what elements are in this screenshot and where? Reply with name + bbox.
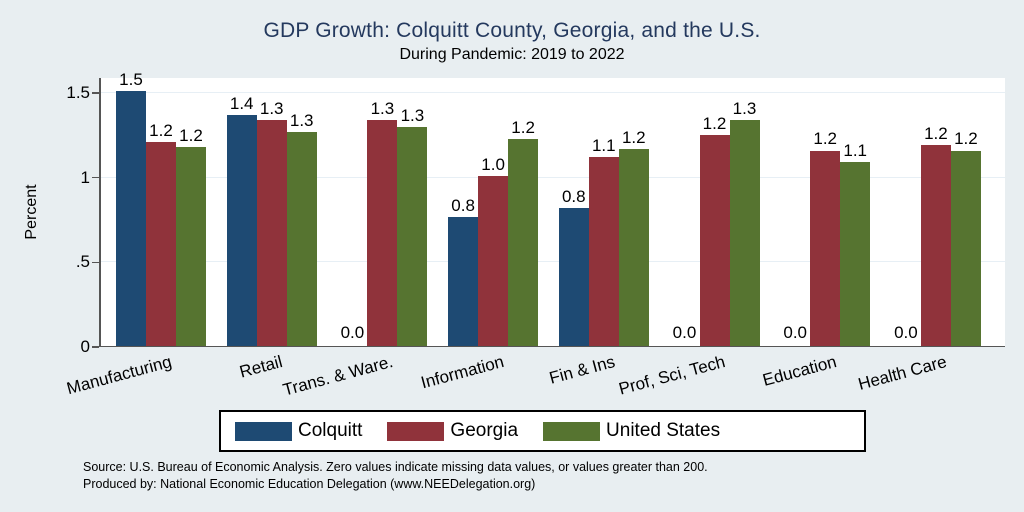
- legend-label-colquitt: Colquitt: [298, 420, 363, 441]
- value-label-united-states-retail: 1.3: [289, 110, 314, 130]
- y-axis-line: [99, 78, 101, 347]
- plot-area: [100, 78, 1005, 347]
- x-tick-label-fin-ins: Fin & Ins: [547, 352, 617, 388]
- x-tick-label-manufacturing: Manufacturing: [64, 352, 174, 399]
- bar-united-states-education: [840, 162, 871, 347]
- x-tick-label-retail: Retail: [237, 352, 285, 382]
- x-tick-label-education: Education: [760, 352, 839, 390]
- bar-georgia-retail: [256, 120, 287, 347]
- value-label-united-states-education: 1.1: [843, 141, 867, 161]
- gridline-5: [100, 261, 1005, 263]
- value-label-colquitt-retail: 1.4: [229, 93, 254, 113]
- bar-colquitt-fin-ins: [558, 208, 589, 347]
- source-line-2: Produced by: National Economic Education…: [83, 477, 536, 491]
- legend-label-united-states: United States: [606, 420, 721, 441]
- bar-colquitt-information: [448, 216, 479, 347]
- bar-united-states-trans-ware: [397, 126, 428, 347]
- legend-item-united-states: United States: [543, 420, 720, 442]
- legend-swatch-georgia: [387, 421, 445, 441]
- legend-item-colquitt: Colquitt: [235, 420, 362, 442]
- chart-title: GDP Growth: Colquitt County, Georgia, an…: [263, 19, 761, 42]
- value-label-colquitt-health-care: 0.0: [894, 323, 918, 342]
- bar-united-states-information: [508, 138, 539, 347]
- x-tick-label-health-care: Health Care: [856, 352, 949, 394]
- y-tick-mark-5: [92, 261, 99, 264]
- chart-subtitle: During Pandemic: 2019 to 2022: [399, 46, 625, 63]
- gridline-15: [100, 91, 1005, 93]
- x-axis-line: [99, 345, 1005, 348]
- value-label-colquitt-education: 0.0: [783, 323, 807, 342]
- bar-georgia-information: [478, 175, 509, 347]
- legend-item-georgia: Georgia: [387, 420, 518, 442]
- bar-colquitt-retail: [226, 114, 257, 347]
- legend-swatch-colquitt: [235, 421, 292, 441]
- y-tick-mark-1: [92, 176, 99, 179]
- x-tick-label-trans-ware: Trans. & Ware.: [281, 352, 396, 400]
- value-label-united-states-trans-ware: 1.3: [400, 105, 425, 125]
- x-tick-label-prof-sci-tech: Prof, Sci, Tech: [616, 352, 728, 399]
- bar-georgia-prof-sci-tech: [699, 135, 730, 347]
- value-label-united-states-manufacturing: 1.2: [179, 126, 203, 146]
- value-label-united-states-fin-ins: 1.2: [621, 127, 646, 147]
- bar-georgia-health-care: [920, 145, 951, 347]
- source-note: Source: U.S. Bureau of Economic Analysis…: [83, 459, 708, 493]
- y-tick-label-15: 1.5: [66, 82, 90, 102]
- value-label-colquitt-trans-ware: 0.0: [340, 323, 365, 342]
- legend: Colquitt Georgia United States: [219, 410, 866, 452]
- bar-georgia-fin-ins: [588, 157, 619, 347]
- y-tick-label-1: 1: [80, 167, 90, 187]
- bar-united-states-prof-sci-tech: [729, 120, 760, 347]
- bar-georgia-manufacturing: [146, 142, 176, 347]
- value-label-colquitt-fin-ins: 0.8: [561, 187, 586, 207]
- bar-united-states-manufacturing: [176, 147, 206, 347]
- value-label-georgia-fin-ins: 1.1: [591, 136, 616, 156]
- value-label-georgia-trans-ware: 1.3: [370, 99, 395, 118]
- value-label-united-states-information: 1.2: [511, 117, 535, 137]
- legend-label-georgia: Georgia: [450, 420, 519, 441]
- y-tick-mark-15: [92, 92, 99, 94]
- value-label-colquitt-information: 0.8: [451, 195, 475, 215]
- value-label-georgia-retail: 1.3: [259, 99, 284, 118]
- bar-colquitt-manufacturing: [116, 91, 146, 347]
- value-label-united-states-prof-sci-tech: 1.3: [732, 99, 757, 118]
- value-label-georgia-health-care: 1.2: [924, 124, 948, 144]
- value-label-colquitt-prof-sci-tech: 0.0: [672, 323, 697, 342]
- bar-united-states-health-care: [950, 150, 981, 347]
- bar-united-states-retail: [286, 131, 317, 347]
- value-label-georgia-education: 1.2: [813, 129, 837, 149]
- source-line-1: Source: U.S. Bureau of Economic Analysis…: [83, 460, 708, 474]
- value-label-colquitt-manufacturing: 1.5: [119, 70, 143, 90]
- gridline-1: [100, 176, 1005, 178]
- value-label-united-states-health-care: 1.2: [954, 129, 978, 149]
- y-tick-label-0: 0: [80, 337, 90, 356]
- y-tick-mark-0: [92, 346, 99, 348]
- bar-united-states-fin-ins: [618, 148, 649, 347]
- value-label-georgia-manufacturing: 1.2: [149, 121, 173, 141]
- bar-georgia-trans-ware: [367, 120, 398, 347]
- value-label-georgia-prof-sci-tech: 1.2: [702, 114, 727, 134]
- x-tick-label-information: Information: [418, 352, 507, 393]
- legend-swatch-united-states: [543, 421, 601, 441]
- bar-georgia-education: [810, 150, 841, 347]
- value-label-georgia-information: 1.0: [481, 154, 505, 174]
- y-tick-label-5: .5: [75, 252, 90, 272]
